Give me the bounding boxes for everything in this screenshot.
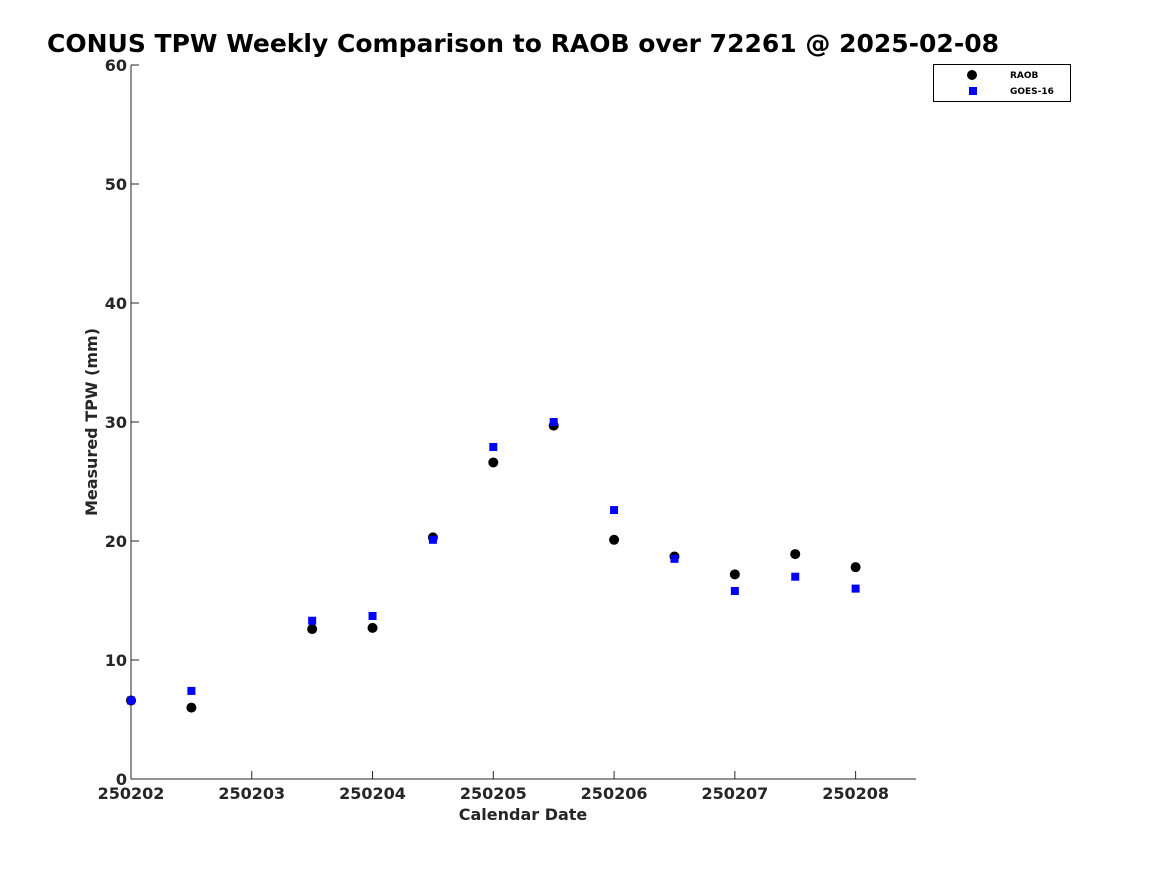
legend-goes16-label: GOES-16 bbox=[1010, 87, 1054, 97]
x-axis-label: Calendar Date bbox=[459, 805, 588, 824]
y-tick-label: 50 bbox=[105, 175, 127, 194]
raob-point bbox=[850, 562, 861, 573]
x-tick-label: 250204 bbox=[339, 784, 406, 803]
y-axis-ticks: 0 10 20 30 40 50 60 bbox=[105, 56, 139, 789]
data-points bbox=[126, 418, 861, 713]
chart-title: CONUS TPW Weekly Comparison to RAOB over… bbox=[47, 29, 999, 58]
x-tick-label: 250203 bbox=[218, 784, 285, 803]
y-tick-label: 10 bbox=[105, 651, 127, 670]
y-axis-label: Measured TPW (mm) bbox=[82, 328, 101, 516]
raob-point bbox=[186, 702, 197, 713]
x-tick-label: 250207 bbox=[701, 784, 768, 803]
raob-point bbox=[367, 622, 378, 633]
raob-point bbox=[729, 569, 740, 580]
legend-raob-marker bbox=[967, 70, 977, 80]
goes16-point bbox=[489, 442, 498, 451]
x-tick-label: 250202 bbox=[98, 784, 165, 803]
plot-axes bbox=[130, 65, 916, 780]
x-tick-label: 250205 bbox=[460, 784, 527, 803]
goes16-point bbox=[187, 686, 196, 695]
y-tick-label: 0 bbox=[116, 770, 127, 789]
goes16-point bbox=[670, 554, 679, 563]
goes16-point bbox=[428, 535, 437, 544]
y-tick-label: 30 bbox=[105, 413, 127, 432]
x-tick-label: 250206 bbox=[581, 784, 648, 803]
goes16-point bbox=[368, 611, 377, 620]
goes16-point bbox=[851, 584, 860, 593]
legend-goes16-marker bbox=[969, 87, 977, 95]
x-axis-ticks: 250202 250203 250204 250205 250206 250207 2502… bbox=[98, 771, 889, 803]
raob-point bbox=[488, 457, 499, 468]
legend-raob-label: RAOB bbox=[1010, 71, 1039, 81]
y-tick-label: 40 bbox=[105, 294, 127, 313]
raob-point bbox=[307, 624, 318, 635]
raob-point bbox=[790, 549, 801, 560]
goes16-point bbox=[730, 586, 739, 595]
goes16-point bbox=[791, 572, 800, 581]
x-tick-label: 250208 bbox=[822, 784, 889, 803]
goes16-point bbox=[549, 418, 558, 426]
legend-box bbox=[933, 64, 1071, 102]
y-tick-label: 20 bbox=[105, 532, 127, 551]
goes16-point bbox=[610, 506, 619, 515]
y-tick-label: 60 bbox=[105, 56, 127, 75]
goes16-point bbox=[127, 696, 135, 705]
legend: RAOB GOES-16 bbox=[933, 64, 1071, 102]
raob-point bbox=[609, 534, 620, 545]
goes16-point bbox=[308, 616, 317, 625]
